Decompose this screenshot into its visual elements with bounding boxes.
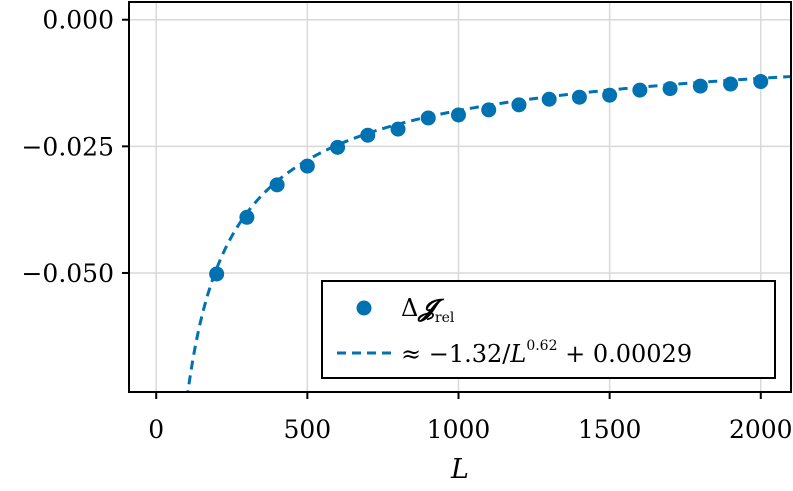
y-tick-label: −0.050 (21, 259, 114, 288)
data-point (662, 81, 678, 97)
x-tick-label: 0 (148, 415, 164, 444)
data-point (390, 121, 406, 137)
legend-box (321, 280, 776, 379)
data-point (269, 177, 285, 193)
legend-fit-exponent: 0.62 (526, 338, 557, 354)
plot-area (186, 74, 791, 392)
data-point (571, 89, 587, 105)
data-point (753, 74, 769, 90)
legend-marker-points (356, 300, 372, 316)
data-point (541, 91, 557, 107)
data-point (330, 139, 346, 155)
x-tick-label: 1500 (578, 415, 642, 444)
data-point (511, 97, 527, 113)
x-tick-label: 500 (283, 415, 331, 444)
data-point (450, 107, 466, 123)
legend-points-symbol: Δ (401, 294, 418, 322)
data-point (360, 127, 376, 143)
data-point (692, 78, 708, 94)
x-axis-label: L (450, 454, 469, 485)
legend-fit-var: L (509, 340, 526, 368)
data-point (209, 266, 225, 282)
data-point (723, 76, 739, 92)
grid (129, 2, 791, 392)
legend-label-fit: ≈ −1.32/L0.62 + 0.00029 (401, 338, 692, 368)
legend-fit-suffix: + 0.00029 (557, 340, 692, 368)
x-tick-label: 2000 (729, 415, 793, 444)
y-tick-label: −0.025 (21, 132, 114, 161)
data-point (602, 87, 618, 103)
data-point (239, 209, 255, 225)
legend: Δ𝓙rel ≈ −1.32/L0.62 + 0.00029 (321, 280, 776, 379)
axis-ticks: 0 500 1000 1500 2000 0.000 −0.025 −0.050 (21, 6, 792, 444)
data-point (420, 110, 436, 126)
axes-frame (128, 1, 792, 393)
data-point (632, 82, 648, 98)
x-tick-label: 1000 (427, 415, 491, 444)
legend-points-subscript: rel (435, 310, 455, 326)
data-point (481, 102, 497, 118)
data-point (299, 158, 315, 174)
legend-fit-prefix: ≈ −1.32/ (401, 340, 511, 368)
legend-label-points: Δ𝓙rel (401, 293, 455, 326)
y-tick-label: 0.000 (42, 6, 114, 35)
